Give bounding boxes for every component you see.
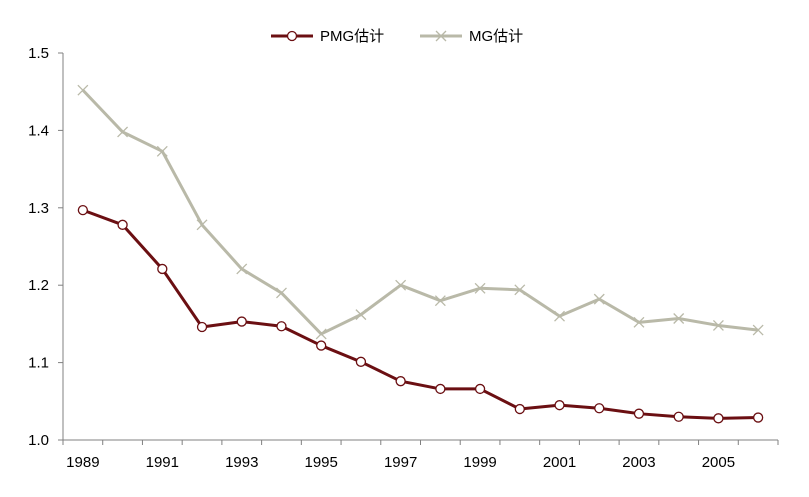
data-point xyxy=(712,319,724,331)
x-tick-label: 1995 xyxy=(305,454,338,471)
x-tick-label: 1999 xyxy=(463,454,496,471)
y-tick-label: 1.3 xyxy=(28,200,49,217)
series-mg xyxy=(77,84,764,340)
x-tick-label: 2005 xyxy=(702,454,735,471)
data-point xyxy=(315,328,327,340)
x-tick-label: 1991 xyxy=(146,454,179,471)
data-point xyxy=(117,126,129,138)
data-point xyxy=(673,411,684,422)
data-point xyxy=(474,282,486,294)
x-tick-label: 1997 xyxy=(384,454,417,471)
data-point xyxy=(752,324,764,336)
series-pmg xyxy=(77,204,764,424)
data-point xyxy=(196,321,208,333)
data-point xyxy=(633,408,645,419)
data-point xyxy=(435,383,446,395)
x-tick-label: 2003 xyxy=(622,454,655,471)
series-line xyxy=(82,208,759,420)
series-line xyxy=(81,89,759,336)
data-point xyxy=(713,413,724,424)
data-point xyxy=(554,310,565,322)
y-tick-label: 1.2 xyxy=(28,277,49,294)
data-point xyxy=(514,403,525,415)
legend-marker xyxy=(435,30,447,42)
data-point xyxy=(554,400,565,411)
x-tick-label: 1993 xyxy=(225,454,258,471)
data-point xyxy=(236,316,247,327)
data-point xyxy=(752,412,764,423)
data-point xyxy=(594,403,605,414)
data-point xyxy=(355,309,367,321)
data-point xyxy=(395,376,406,387)
data-point xyxy=(77,84,89,96)
data-point xyxy=(633,316,645,328)
data-point xyxy=(157,263,168,275)
legend-marker xyxy=(286,30,298,42)
data-point xyxy=(236,263,248,275)
data-point xyxy=(276,287,287,299)
series-lines xyxy=(77,84,764,424)
data-point xyxy=(316,340,327,351)
legend: PMG估计 MG估计 xyxy=(271,28,523,45)
data-point xyxy=(673,313,685,324)
data-point xyxy=(196,219,208,231)
legend-label: MG估计 xyxy=(469,28,523,45)
y-tick-label: 1.0 xyxy=(28,432,49,449)
legend-item-mg: MG估计 xyxy=(420,28,523,45)
data-point xyxy=(474,383,486,395)
x-tick-label: 2001 xyxy=(543,454,576,471)
data-point xyxy=(156,145,168,157)
data-point xyxy=(514,284,526,296)
legend-label: PMG估计 xyxy=(320,28,384,45)
axes: 1.0 1.1 1.2 1.3 1.4 1.5 1989 1991 1993 1995 1997 19… xyxy=(28,45,779,471)
data-point xyxy=(117,219,128,230)
data-point xyxy=(77,204,89,216)
x-tick-label: 1989 xyxy=(66,454,99,471)
y-tick-label: 1.5 xyxy=(28,45,49,62)
data-point xyxy=(593,293,605,305)
y-tick-label: 1.4 xyxy=(28,122,49,139)
data-point xyxy=(434,295,446,307)
y-tick-label: 1.1 xyxy=(28,355,49,372)
data-point xyxy=(276,321,287,332)
data-point xyxy=(395,279,407,291)
data-point xyxy=(355,356,367,367)
legend-item-pmg: PMG估计 xyxy=(271,28,384,45)
